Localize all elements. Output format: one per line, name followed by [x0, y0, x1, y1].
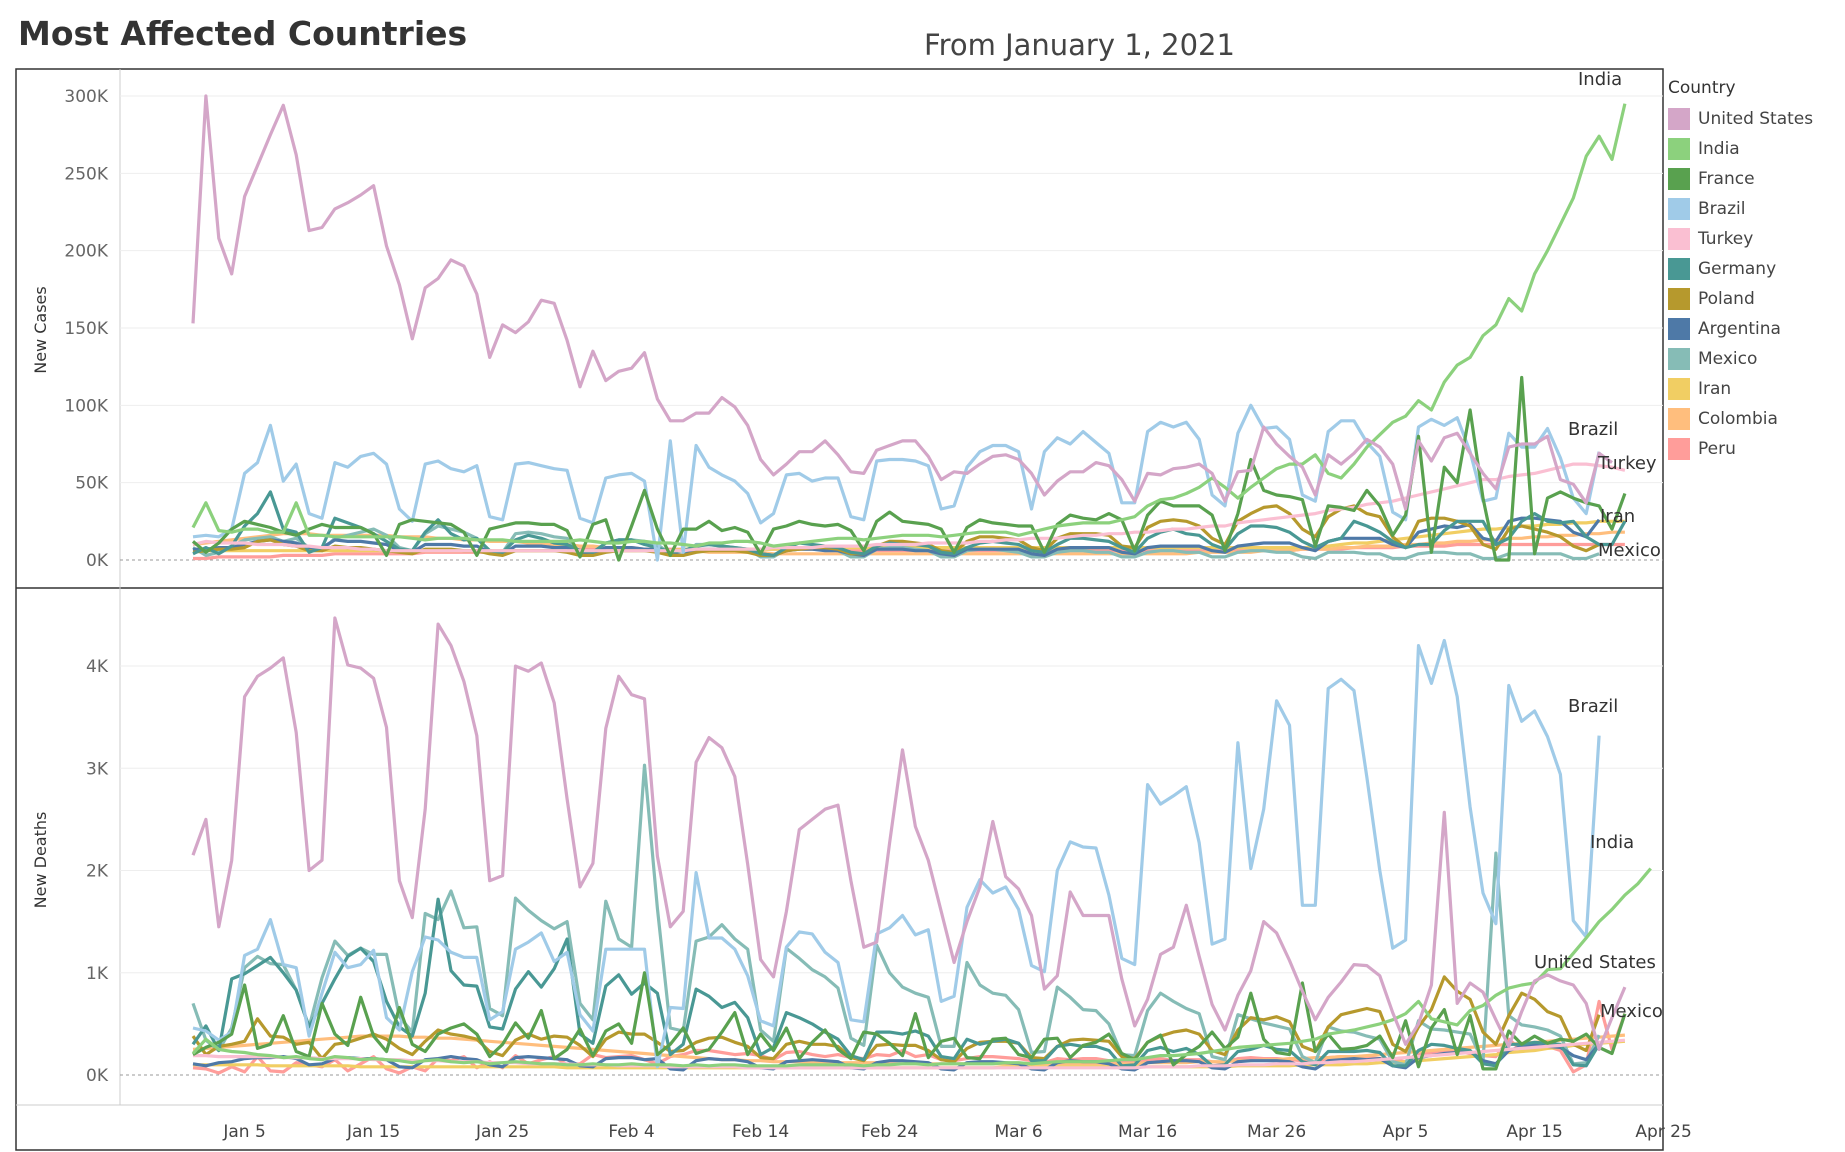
legend-item[interactable]: United States: [1668, 104, 1838, 134]
legend-item[interactable]: Colombia: [1668, 404, 1838, 434]
x-tick-label: Jan 15: [346, 1122, 400, 1142]
series-end-label: Turkey: [1597, 453, 1657, 474]
y-tick-label: 4K: [86, 657, 109, 677]
chart-subtitle: From January 1, 2021: [924, 28, 1235, 62]
legend-swatch: [1668, 258, 1690, 280]
legend-item[interactable]: Poland: [1668, 284, 1838, 314]
legend-label: Peru: [1698, 439, 1736, 459]
legend-label: Colombia: [1698, 409, 1778, 429]
legend: Country United States India France Brazil Tu…: [1668, 78, 1838, 464]
legend-item[interactable]: Mexico: [1668, 344, 1838, 374]
x-tick-label: Mar 6: [994, 1122, 1042, 1142]
legend-item[interactable]: Germany: [1668, 254, 1838, 284]
y-tick-label: 2K: [86, 862, 109, 882]
x-tick-label: Feb 24: [861, 1122, 918, 1142]
legend-label: Germany: [1698, 259, 1777, 279]
y-axis-title: New Cases: [31, 286, 50, 373]
legend-label: Poland: [1698, 289, 1755, 309]
legend-label: India: [1698, 139, 1740, 159]
legend-swatch: [1668, 228, 1690, 250]
series-end-label: India: [1578, 69, 1622, 90]
series-line-turkey: [192, 462, 1626, 553]
series-line-france: [191, 375, 1627, 562]
legend-label: Argentina: [1698, 319, 1781, 339]
legend-swatch: [1668, 198, 1690, 220]
legend-swatch: [1668, 438, 1690, 460]
series-line-mexico: [191, 763, 1601, 1067]
legend-item[interactable]: Peru: [1668, 434, 1838, 464]
series-line-united-states: [191, 616, 1627, 1052]
legend-items: United States India France Brazil Turkey Germ…: [1668, 104, 1838, 464]
series-end-label: Iran: [1600, 506, 1635, 527]
series-line-poland: [191, 975, 1601, 1064]
y-tick-label: 200K: [64, 242, 108, 262]
y-tick-label: 250K: [64, 164, 108, 184]
legend-label: France: [1698, 169, 1755, 189]
series-line-germany: [191, 897, 1601, 1068]
legend-label: Mexico: [1698, 349, 1758, 369]
panel-2: 0K 1K 2K 3K 4K New Deaths Brazil India United St…: [31, 616, 1663, 1086]
x-tick-label: Jan 25: [475, 1122, 529, 1142]
series-end-label: Mexico: [1600, 1001, 1663, 1022]
x-tick-label: Jan 5: [222, 1122, 265, 1142]
series-end-label: United States: [1534, 952, 1656, 973]
legend-swatch: [1668, 168, 1690, 190]
legend-swatch: [1668, 378, 1690, 400]
legend-swatch: [1668, 288, 1690, 310]
x-tick-label: Feb 4: [608, 1122, 654, 1142]
series-end-label: Mexico: [1598, 540, 1661, 561]
series-line-france: [192, 971, 1627, 1071]
y-tick-label: 1K: [86, 964, 109, 984]
y-tick-label: 50K: [75, 474, 109, 494]
page-title: Most Affected Countries: [18, 14, 468, 53]
legend-label: Iran: [1698, 379, 1732, 399]
series-line-argentina: [193, 516, 1601, 558]
legend-label: United States: [1698, 109, 1814, 129]
legend-item[interactable]: Turkey: [1668, 224, 1838, 254]
legend-item[interactable]: India: [1668, 134, 1838, 164]
legend-swatch: [1668, 318, 1690, 340]
legend-item[interactable]: Brazil: [1668, 194, 1838, 224]
y-axis-title: New Deaths: [31, 812, 50, 909]
y-tick-label: 0K: [86, 1066, 109, 1086]
series-line-india: [191, 103, 1627, 548]
legend-item[interactable]: Argentina: [1668, 314, 1838, 344]
legend-swatch: [1668, 108, 1690, 130]
panel-1: 0K 50K 100K 150K 200K 250K 300K New Cases India B…: [31, 69, 1663, 571]
y-tick-label: 100K: [64, 396, 108, 416]
series-end-label: Brazil: [1568, 419, 1618, 440]
chart-frame: [15, 68, 1664, 1151]
legend-label: Turkey: [1698, 229, 1754, 249]
x-tick-label: Mar 26: [1247, 1122, 1306, 1142]
legend-swatch: [1668, 408, 1690, 430]
y-tick-label: 300K: [64, 87, 108, 107]
legend-swatch: [1668, 138, 1690, 160]
legend-item[interactable]: France: [1668, 164, 1838, 194]
legend-title: Country: [1668, 78, 1736, 98]
x-tick-label: Apr 25: [1635, 1122, 1691, 1142]
legend-swatch: [1668, 348, 1690, 370]
series-line-india: [191, 867, 1652, 1068]
legend-item[interactable]: Iran: [1668, 374, 1838, 404]
series-end-label: Brazil: [1568, 696, 1618, 717]
x-tick-label: Mar 16: [1118, 1122, 1177, 1142]
series-line-brazil: [192, 638, 1601, 1069]
series-end-label: India: [1590, 832, 1634, 853]
x-tick-label: Apr 5: [1383, 1122, 1429, 1142]
y-tick-label: 3K: [86, 759, 109, 779]
y-tick-label: 150K: [64, 319, 108, 339]
series-line-mexico: [192, 524, 1600, 561]
series-line-united-states: [191, 94, 1613, 511]
y-tick-label: 0K: [86, 551, 109, 571]
series-line-brazil: [192, 403, 1601, 562]
x-tick-label: Apr 15: [1506, 1122, 1562, 1142]
x-tick-label: Feb 14: [732, 1122, 789, 1142]
legend-label: Brazil: [1698, 199, 1746, 219]
